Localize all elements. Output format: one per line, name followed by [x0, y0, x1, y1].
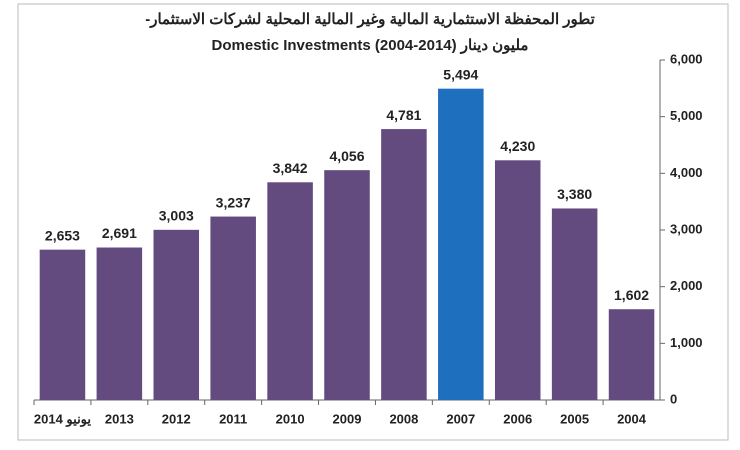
- x-tick-label: 2005: [560, 411, 589, 426]
- y-tick-label: 5,000: [670, 108, 703, 123]
- x-tick-label: 2006: [503, 411, 532, 426]
- bar: [96, 247, 143, 400]
- value-label: 4,056: [329, 148, 364, 164]
- x-tick-label: 2011: [219, 411, 247, 426]
- value-label: 3,380: [557, 186, 592, 202]
- chart-title: تطور المحفظة الاستثمارية المالية وغير ال…: [145, 11, 595, 28]
- bar: [210, 216, 256, 400]
- x-tick-label: 2013: [105, 411, 134, 426]
- x-tick-label: 2010: [276, 411, 305, 426]
- y-tick-label: 6,000: [670, 51, 703, 66]
- bar: [324, 170, 370, 400]
- y-tick-label: 2,000: [670, 278, 703, 293]
- x-tick-label: يونيو 2014: [34, 411, 92, 427]
- y-tick-label: 3,000: [670, 221, 703, 236]
- x-tick-label: 2012: [162, 411, 191, 426]
- value-label: 3,842: [273, 160, 308, 176]
- y-tick-label: 4,000: [670, 165, 703, 180]
- bar: [381, 129, 427, 400]
- y-tick-label: 0: [670, 391, 677, 406]
- value-label: 1,602: [614, 287, 649, 303]
- value-label: 4,781: [386, 107, 421, 123]
- x-tick-label: 2004: [617, 411, 647, 426]
- value-label: 3,003: [159, 208, 194, 224]
- value-label: 3,237: [216, 194, 251, 210]
- chart-subtitle: مليون دينار Domestic Investments (2004-2…: [212, 37, 529, 54]
- y-tick-label: 1,000: [670, 335, 703, 350]
- value-label: 2,653: [45, 227, 80, 243]
- bar: [39, 249, 86, 400]
- bar: [551, 208, 598, 400]
- bar: [153, 229, 200, 400]
- x-tick-label: 2008: [389, 411, 418, 426]
- value-label: 2,691: [102, 225, 137, 241]
- x-tick-label: 2009: [333, 411, 362, 426]
- bar: [608, 309, 655, 400]
- bar: [494, 160, 541, 400]
- chart-frame: [17, 3, 729, 441]
- bar: [267, 182, 313, 400]
- bar: [438, 88, 484, 400]
- value-label: 5,494: [443, 66, 478, 82]
- value-label: 4,230: [500, 138, 535, 154]
- x-tick-label: 2007: [446, 411, 475, 426]
